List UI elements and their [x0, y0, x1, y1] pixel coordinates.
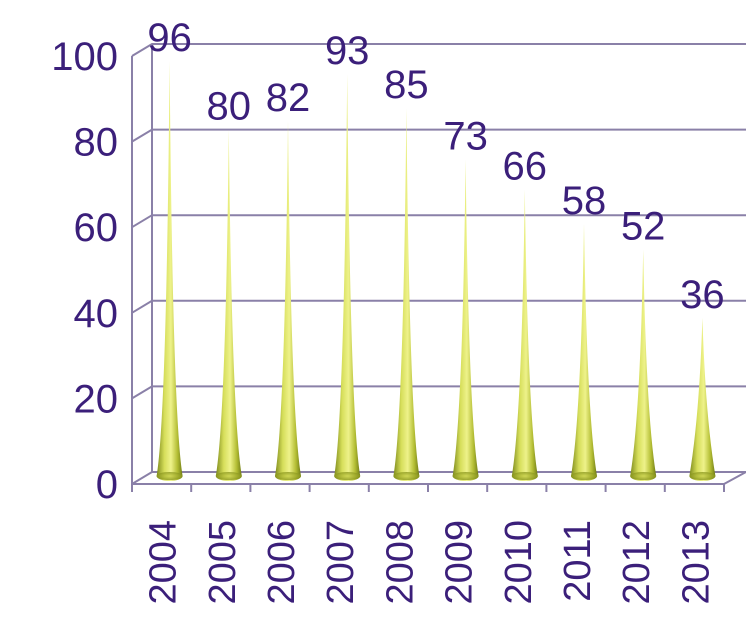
data-label-2010: 66 — [503, 145, 548, 189]
bar-2011 — [571, 223, 597, 481]
x-tick-label-2009: 2009 — [439, 520, 481, 605]
x-tick-label-2004: 2004 — [143, 520, 185, 605]
data-label-2006: 82 — [266, 76, 311, 120]
y-tick-label: 0 — [96, 463, 118, 507]
bar-2009 — [452, 159, 479, 482]
data-label-2007: 93 — [325, 29, 370, 73]
data-label-2012: 52 — [621, 204, 666, 248]
x-tick-label-2007: 2007 — [320, 520, 362, 605]
bar-2012 — [630, 249, 657, 482]
gridline — [131, 299, 746, 314]
bar-2008 — [393, 108, 420, 482]
gridline — [131, 128, 746, 143]
axes — [131, 44, 746, 492]
x-tick-labels: 2004 2005 2006 2007 2008 2009 2010 2011 2012 2013 — [143, 520, 718, 605]
data-label-2011: 58 — [562, 179, 607, 223]
y-tick-label: 40 — [74, 292, 119, 336]
x-tick-label-2012: 2012 — [616, 520, 658, 605]
y-tick-label: 60 — [74, 206, 119, 250]
data-label-2013: 36 — [680, 273, 725, 317]
data-label-2009: 73 — [443, 115, 488, 159]
bar-2006 — [275, 121, 301, 481]
bar-2010 — [511, 189, 538, 482]
x-tick-label-2008: 2008 — [379, 520, 421, 605]
y-tick-label: 100 — [51, 35, 118, 79]
y-tick-labels: 0 20 40 60 80 100 — [51, 35, 118, 507]
y-tick-label: 80 — [74, 121, 119, 165]
x-tick-label-2005: 2005 — [202, 520, 244, 605]
data-label-2008: 85 — [384, 63, 429, 107]
bar-2007 — [334, 73, 361, 482]
data-label-2005: 80 — [207, 85, 252, 129]
x-tick-label-2013: 2013 — [675, 520, 717, 605]
gridline — [131, 43, 746, 57]
data-labels: 96 80 82 93 85 73 66 58 52 36 — [147, 16, 724, 317]
bars — [156, 61, 716, 482]
bar-2005 — [215, 129, 242, 482]
x-tick-label-2010: 2010 — [498, 520, 540, 605]
x-tick-label-2006: 2006 — [261, 520, 303, 605]
y-tick-label: 20 — [74, 377, 119, 421]
x-tick-label-2011: 2011 — [557, 520, 599, 602]
bar-2013 — [689, 317, 716, 482]
data-label-2004: 96 — [147, 16, 192, 60]
bar-2004 — [156, 61, 183, 482]
